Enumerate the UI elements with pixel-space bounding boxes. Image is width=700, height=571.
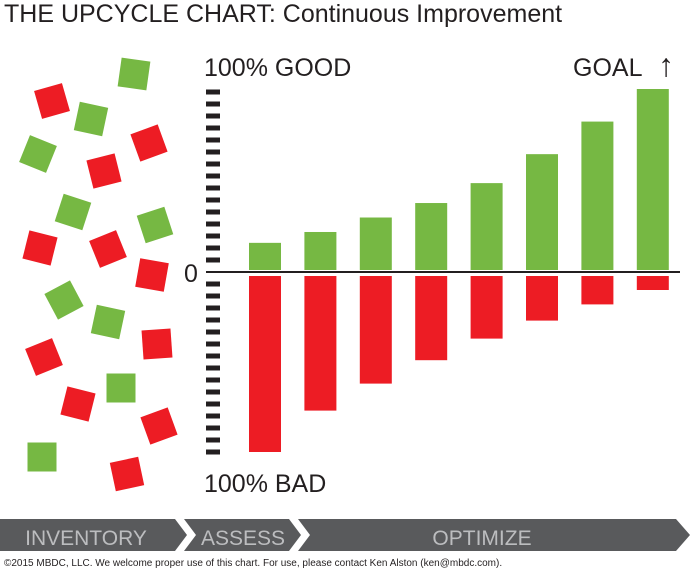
axis-tick: [206, 137, 220, 143]
green-square: [136, 206, 174, 244]
red-square: [109, 456, 145, 492]
goal-arrow-icon: ↑: [658, 47, 674, 83]
green-square: [19, 135, 57, 173]
bar-negative: [304, 276, 337, 411]
bar-negative: [415, 276, 448, 361]
stage-assess: [184, 519, 301, 551]
green-square: [73, 101, 109, 137]
scatter-squares: [19, 57, 178, 492]
stage-optimize: [298, 519, 690, 551]
bar-negative: [526, 276, 558, 321]
bar-negative: [581, 276, 614, 305]
stage-label-assess: ASSESS: [201, 527, 285, 550]
bar-group: [249, 89, 669, 452]
red-square: [86, 153, 122, 189]
red-square: [130, 124, 168, 162]
axis-tick: [206, 185, 220, 191]
axis-tick: [206, 233, 220, 239]
axis-tick: [206, 353, 220, 359]
axis-tick: [206, 425, 220, 431]
bar-positive: [470, 183, 503, 270]
axis-tick: [206, 449, 220, 455]
red-square: [22, 230, 58, 266]
axis-tick: [206, 209, 220, 215]
stage-inventory: [0, 519, 187, 551]
axis-tick: [206, 317, 220, 323]
copyright-text: ©2015 MBDC, LLC. We welcome proper use o…: [4, 558, 502, 569]
bar-negative: [470, 276, 503, 339]
bar-positive: [359, 217, 392, 270]
green-square: [54, 193, 92, 231]
axis-tick: [206, 173, 220, 179]
bar-positive: [526, 154, 558, 270]
axis-tick: [206, 341, 220, 347]
axis-tick: [206, 437, 220, 443]
bar-positive: [304, 231, 337, 270]
green-square: [44, 280, 84, 320]
axis-tick: [206, 293, 220, 299]
red-square: [34, 83, 70, 119]
bar-negative: [636, 276, 669, 290]
green-square: [90, 304, 126, 340]
red-square: [25, 338, 63, 376]
bar-positive: [415, 203, 448, 270]
axis-tick: [206, 329, 220, 335]
bottom-label: 100% BAD: [204, 470, 326, 498]
axis-tick: [206, 161, 220, 167]
axis-tick: [206, 281, 220, 287]
axis-tick: [206, 221, 220, 227]
axis-tick: [206, 125, 220, 131]
axis-tick: [206, 365, 220, 371]
red-square: [60, 386, 96, 422]
axis-tick: [206, 149, 220, 155]
axis-tick: [206, 89, 220, 95]
axis-tick: [206, 377, 220, 383]
top-label: 100% GOOD: [204, 54, 351, 82]
green-square: [117, 57, 151, 91]
stage-label-optimize: OPTIMIZE: [432, 527, 531, 550]
chart-title: THE UPCYCLE CHART: Continuous Improvemen…: [4, 0, 562, 28]
axis-tick: [206, 257, 220, 263]
axis-tick: [206, 401, 220, 407]
process-stage-bar: INVENTORY ASSESS OPTIMIZE: [0, 519, 690, 551]
axis-tick: [206, 101, 220, 107]
axis-tick: [206, 245, 220, 251]
red-square: [89, 230, 127, 268]
red-square: [140, 407, 178, 445]
red-square: [135, 258, 169, 292]
axis-tick: [206, 197, 220, 203]
green-square: [27, 442, 57, 472]
stage-label-inventory: INVENTORY: [25, 527, 147, 550]
bar-negative: [249, 276, 281, 452]
bar-negative: [359, 276, 392, 384]
axis-tick: [206, 389, 220, 395]
goal-label: GOAL: [573, 54, 643, 82]
red-square: [141, 328, 173, 360]
green-square: [106, 373, 136, 403]
bar-positive: [581, 121, 614, 270]
bar-positive: [249, 242, 281, 270]
axis-tick: [206, 413, 220, 419]
axis-tick: [206, 305, 220, 311]
chart-axis: [206, 89, 680, 455]
axis-tick: [206, 113, 220, 119]
bar-positive: [636, 89, 669, 270]
zero-label: 0: [184, 260, 198, 288]
